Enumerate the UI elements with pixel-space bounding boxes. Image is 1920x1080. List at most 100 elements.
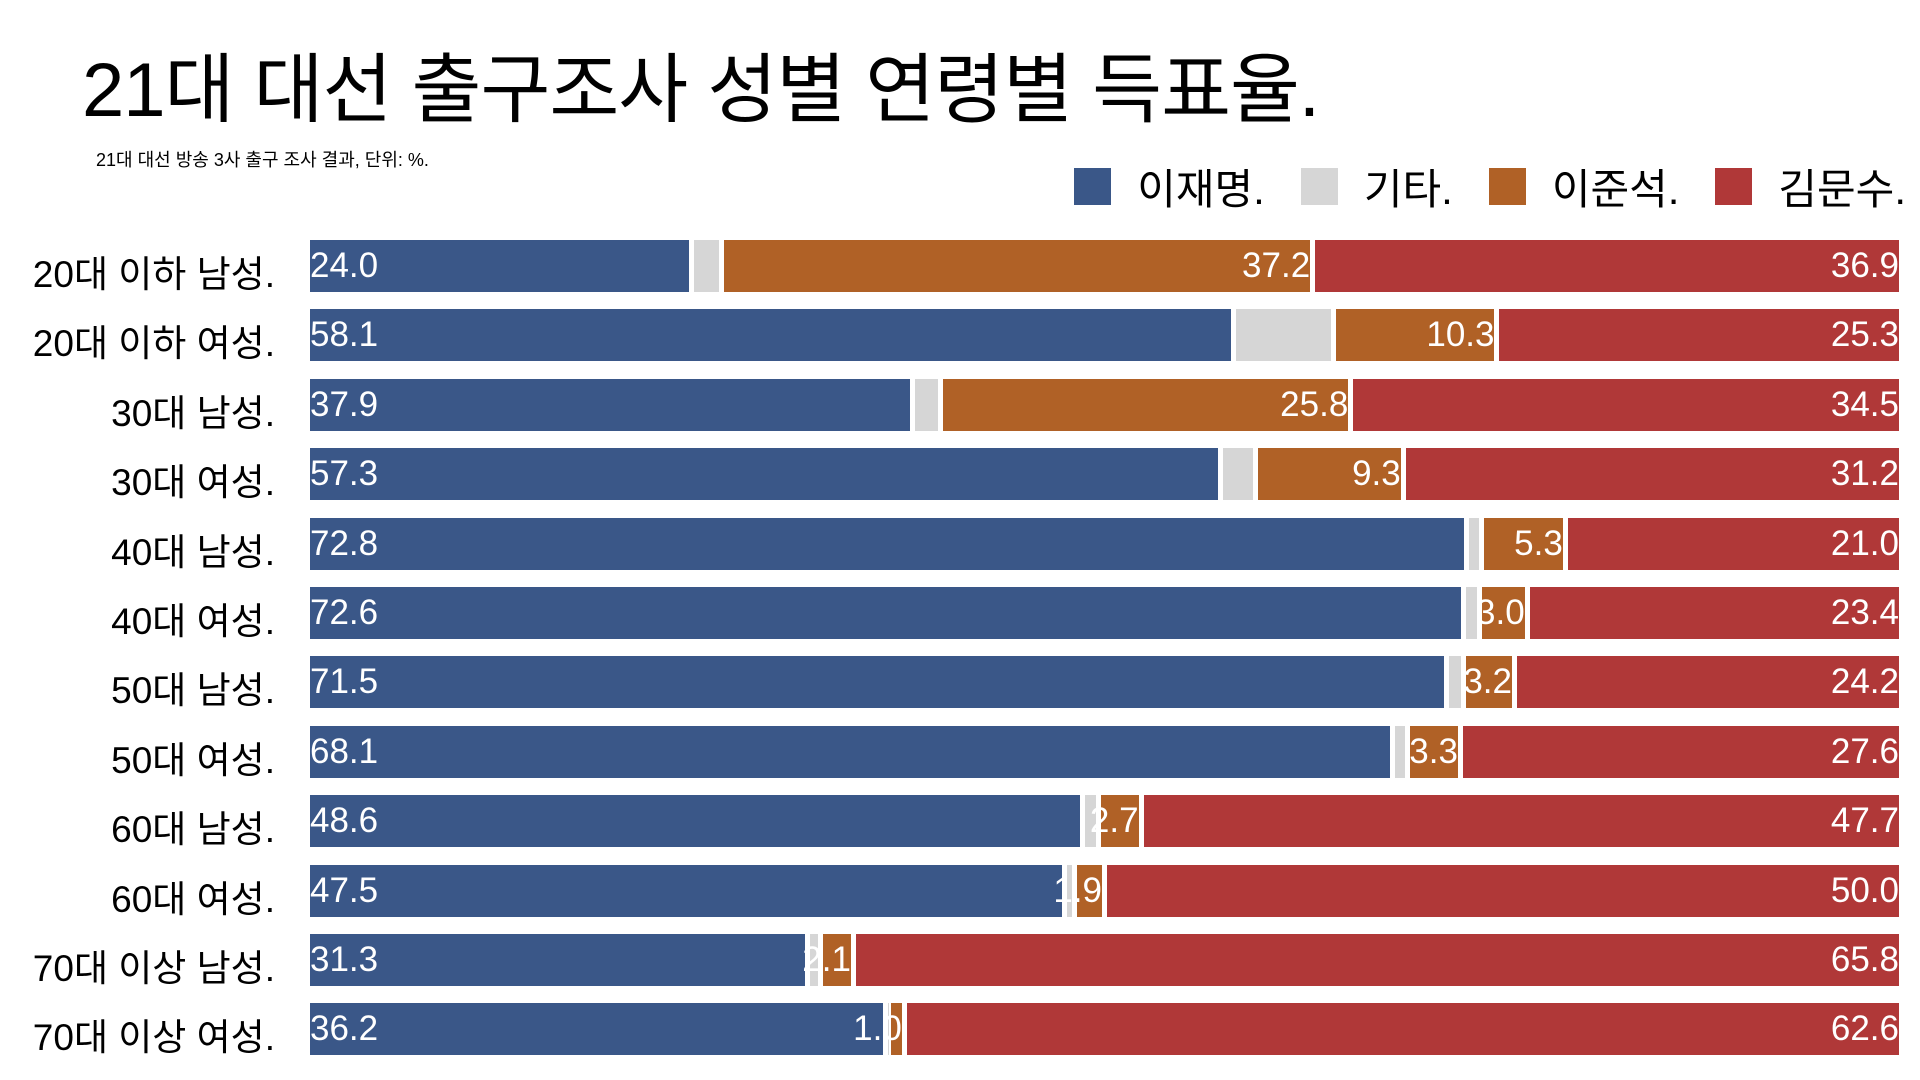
legend-item: 이재명.	[1074, 156, 1265, 217]
data-label: 9.3	[1352, 454, 1401, 494]
data-label: 25.3	[1830, 315, 1899, 355]
data-label: 23.4	[1830, 593, 1899, 632]
data-label: 72.8	[310, 523, 379, 563]
data-label: 24.0	[310, 246, 379, 285]
data-label: 25.8	[1280, 384, 1349, 424]
category-label: 30대 남성.	[111, 392, 275, 434]
category-label: 40대 여성.	[111, 601, 275, 642]
bar-segment	[1335, 309, 1495, 362]
bar-segment	[1516, 656, 1899, 709]
category-label: 50대 여성.	[111, 739, 275, 781]
category-label: 40대 남성.	[111, 531, 275, 573]
data-label: 24.2	[1830, 662, 1899, 702]
bar-segment	[310, 656, 1444, 709]
bar-segment	[890, 1003, 902, 1056]
bar-segment	[310, 587, 1462, 639]
bar-segment	[310, 309, 1231, 362]
bar-segment	[1482, 587, 1525, 639]
bar-segment	[693, 240, 720, 292]
category-label: 30대 여성.	[111, 462, 275, 504]
data-label: 36.2	[310, 1009, 379, 1049]
bar-segment	[310, 378, 910, 431]
legend: 이재명. 기타. 이준석. 김문수.	[1038, 156, 1906, 217]
data-label: 65.8	[1830, 940, 1899, 979]
legend-item: 기타.	[1300, 156, 1453, 217]
data-label: 27.6	[1830, 731, 1899, 771]
bar-segment	[1529, 587, 1899, 639]
chart-title: 21대 대선 출구조사 성별 연령별 득표율.	[82, 48, 1320, 133]
bar-segment	[310, 240, 689, 292]
legend-label: 이준석.	[1551, 166, 1680, 213]
bar-segment	[1483, 517, 1563, 570]
category-label: 20대 이하 여성.	[32, 323, 275, 365]
legend-label: 기타.	[1363, 166, 1453, 213]
bar-segment	[1143, 795, 1899, 848]
data-label: 3.2	[1463, 662, 1512, 702]
legend-label: 김문수.	[1778, 166, 1906, 213]
chart-subtitle: 21대 대선 방송 3사 출구 조사 결과, 단위: %.	[96, 150, 429, 170]
data-label: 72.6	[310, 593, 379, 632]
bar-segment	[914, 378, 939, 431]
bar-segment	[822, 934, 851, 986]
category-label: 60대 남성.	[111, 809, 275, 851]
bar-segment	[1394, 725, 1406, 778]
bar-segment	[1567, 517, 1899, 570]
bar-segment	[1100, 795, 1139, 848]
bar-segment	[1466, 587, 1477, 639]
data-label: 68.1	[310, 731, 379, 771]
legend-swatch	[1300, 168, 1338, 205]
bar-segment	[1466, 656, 1512, 709]
data-label: 1.0	[853, 1009, 902, 1049]
legend-swatch	[1715, 168, 1753, 205]
data-label: 5.3	[1514, 523, 1563, 563]
bar-segment	[1076, 864, 1102, 917]
bar-segment	[1469, 517, 1479, 570]
bar-segment	[310, 448, 1218, 501]
data-label: 2.7	[1089, 801, 1139, 841]
bar-segment	[1107, 864, 1899, 917]
bar-segment	[310, 517, 1465, 570]
data-label: 36.9	[1830, 246, 1899, 285]
bar-segment	[1222, 448, 1253, 501]
bar-segment	[1448, 656, 1462, 709]
data-label: 31.3	[310, 940, 379, 979]
legend-item: 김문수.	[1715, 156, 1906, 217]
bar-segment	[724, 240, 1311, 292]
data-label: 48.6	[310, 801, 379, 841]
bar-segment	[1410, 725, 1458, 778]
bar-segment	[1084, 795, 1096, 848]
data-label: 1.9	[1053, 870, 1102, 910]
data-label: 50.0	[1830, 870, 1899, 910]
bar-segment	[943, 378, 1349, 431]
bar-segment	[809, 934, 818, 986]
bar-segment	[1405, 448, 1899, 501]
category-label: 60대 여성.	[111, 878, 275, 920]
bar-segment	[310, 1003, 883, 1056]
bar-segment	[310, 725, 1390, 778]
legend-label: 이재명.	[1137, 166, 1265, 213]
data-label: 3.0	[1476, 593, 1525, 632]
data-label: 37.9	[310, 384, 379, 424]
category-label: 20대 이하 남성.	[32, 254, 275, 295]
data-label: 3.3	[1409, 731, 1458, 771]
data-label: 37.2	[1242, 246, 1311, 285]
bar-segment	[906, 1003, 1899, 1056]
category-label: 70대 이상 여성.	[32, 1017, 275, 1059]
data-label: 57.3	[310, 454, 379, 494]
data-label: 31.2	[1830, 454, 1899, 494]
bar-segment	[310, 934, 805, 986]
data-label: 10.3	[1426, 315, 1495, 355]
data-label: 21.0	[1830, 523, 1899, 563]
bar-segment	[1067, 864, 1072, 917]
bar-segment	[310, 864, 1063, 917]
bar-segment	[855, 934, 1899, 986]
bar-segment	[1462, 725, 1899, 778]
bar-segment	[310, 795, 1080, 848]
bar-segment	[1499, 309, 1899, 362]
bar-segment	[1315, 240, 1899, 292]
data-label: 47.7	[1830, 801, 1899, 841]
bar-segment	[1235, 309, 1331, 362]
legend-swatch	[1488, 168, 1526, 205]
data-label: 2.1	[802, 940, 851, 979]
